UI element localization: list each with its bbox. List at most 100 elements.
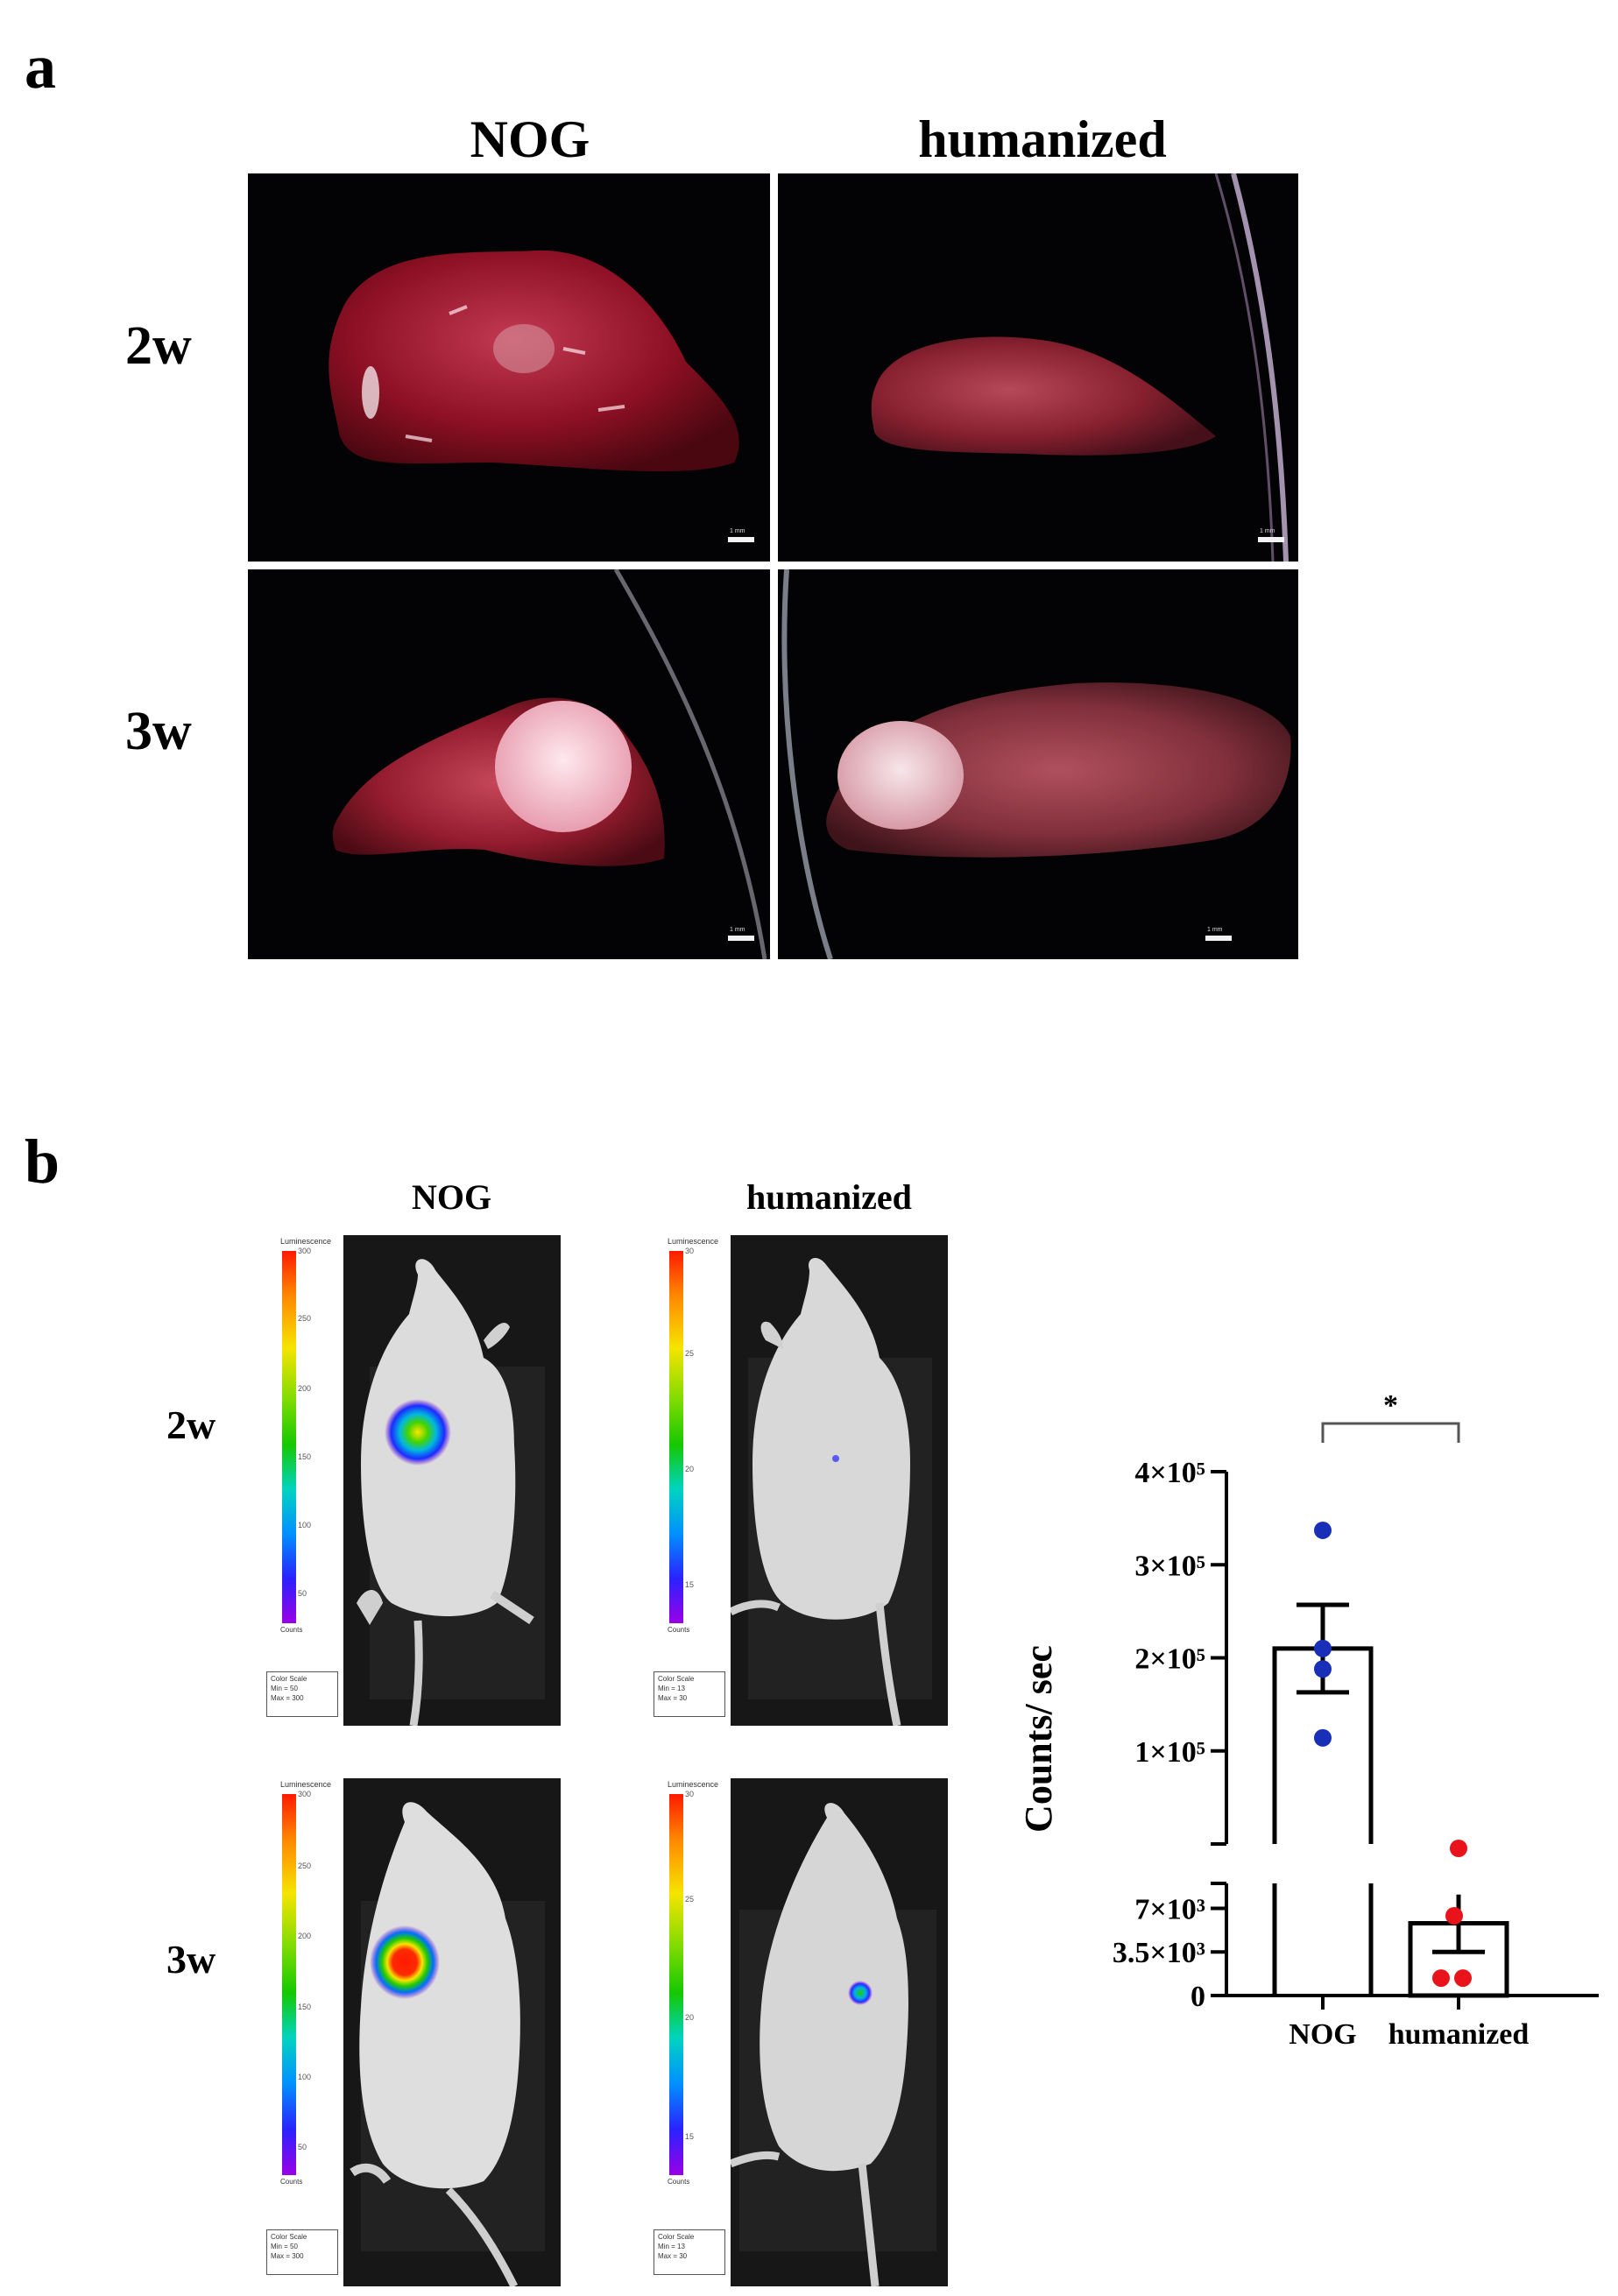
colorbar-tick: 150 <box>298 1452 312 1461</box>
scale-bar-label: 1 mm <box>730 927 745 933</box>
color-scale-min: Min = 13 <box>658 1685 685 1692</box>
y-axis-title: Counts/ sec <box>1017 1645 1060 1833</box>
colorbar-title: Luminescence <box>668 1780 719 1789</box>
y-tick-label: 2×10⁵ <box>1134 1643 1205 1676</box>
panel-b-row-2w: 2w <box>166 1402 216 1447</box>
counts-bar-chart: 1×10⁵ 2×10⁵ 3×10⁵ 4×10⁵ 0 3.5×10³ 7×10³ Counts/… <box>972 1388 1612 2051</box>
colorbar-title: Luminescence <box>280 1780 332 1789</box>
data-point <box>1450 1840 1467 1857</box>
colorbar-title: Luminescence <box>668 1237 719 1246</box>
bli-image-3w-nog <box>343 1778 561 2286</box>
colorbar-gradient <box>669 1794 683 2175</box>
colorbar-tick: 25 <box>685 1349 695 1358</box>
panel-b-col-nog: NOG <box>412 1177 492 1217</box>
data-point <box>1314 1660 1332 1678</box>
colorbar-3w-nog: Luminescence 300 250 200 150 100 50 Coun… <box>263 1778 343 2286</box>
panel-a-col-humanized: humanized <box>918 110 1167 168</box>
bar-lower <box>1272 1883 1374 1996</box>
photo-3w-humanized: 1 mm <box>778 569 1298 959</box>
y-tick-label: 1×10⁵ <box>1134 1736 1205 1769</box>
color-scale-min: Min = 50 <box>271 1685 298 1692</box>
data-point <box>1454 1969 1472 1988</box>
color-scale-min: Min = 50 <box>271 2243 298 2250</box>
color-scale-title: Color Scale <box>271 1675 307 1683</box>
photo-3w-nog: 1 mm <box>248 569 770 959</box>
data-point <box>1314 1639 1332 1657</box>
colorbar-tick: 300 <box>298 1790 312 1798</box>
bli-image-3w-humanized <box>731 1778 948 2286</box>
colorbar-tick: 15 <box>685 1580 695 1589</box>
data-point <box>1445 1906 1463 1925</box>
panel-b-row-3w: 3w <box>166 1937 216 1982</box>
colorbar-tick: 150 <box>298 2003 312 2011</box>
colorbar-2w-nog: Luminescence 300 250 200 150 100 50 Coun… <box>263 1235 343 1726</box>
colorbar-tick: 200 <box>298 1384 312 1393</box>
color-scale-title: Color Scale <box>271 2233 307 2241</box>
panel-a-col-nog: NOG <box>470 110 590 168</box>
photo-2w-humanized: 1 mm <box>778 173 1298 562</box>
scale-bar <box>728 936 754 941</box>
colorbar-tick: 300 <box>298 1247 312 1255</box>
colorbar-gradient <box>282 1251 296 1623</box>
scale-bar <box>1258 537 1284 542</box>
color-scale-box: Color Scale Min = 50 Max = 300 <box>266 1671 338 1717</box>
panel-b-col-humanized: humanized <box>746 1177 912 1217</box>
chart-svg: 1×10⁵ 2×10⁵ 3×10⁵ 4×10⁵ 0 3.5×10³ 7×10³ Counts/… <box>1017 1389 1599 2051</box>
color-scale-box: Color Scale Min = 13 Max = 30 <box>654 1671 725 1717</box>
photo-2w-nog: 1 mm <box>248 173 770 562</box>
colorbar-tick: 250 <box>298 1314 312 1323</box>
colorbar-tick: 200 <box>298 1932 312 1940</box>
bli-image-2w-humanized <box>731 1235 948 1726</box>
bli-image-2w-nog <box>343 1235 561 1726</box>
scale-bar <box>728 537 754 542</box>
x-tick-label: NOG <box>1289 2018 1356 2051</box>
color-scale-min: Min = 13 <box>658 2243 685 2250</box>
panel-a-label: a <box>25 32 56 102</box>
colorbar-tick: 15 <box>685 2132 695 2141</box>
y-tick-label: 3.5×10³ <box>1113 1937 1205 1969</box>
colorbar-counts: Counts <box>280 2178 303 2186</box>
color-scale-max: Max = 300 <box>271 1694 304 1702</box>
colorbar-counts: Counts <box>668 2178 690 2186</box>
scale-bar-label: 1 mm <box>1260 528 1275 534</box>
y-tick-label: 3×10⁵ <box>1134 1550 1205 1582</box>
y-tick-label: 7×10³ <box>1134 1893 1205 1925</box>
data-point <box>1314 1521 1332 1539</box>
color-scale-title: Color Scale <box>658 2233 695 2241</box>
scale-bar-label: 1 mm <box>1207 927 1223 933</box>
data-point <box>1432 1969 1450 1988</box>
colorbar-counts: Counts <box>280 1626 303 1634</box>
colorbar-gradient <box>282 1794 296 2175</box>
colorbar-tick: 20 <box>685 1465 695 1473</box>
x-tick-label: humanized <box>1388 2018 1530 2051</box>
colorbar-tick: 100 <box>298 1521 312 1529</box>
colorbar-tick: 20 <box>685 2013 695 2022</box>
colorbar-3w-humanized: Luminescence 30 25 20 15 Counts Color Sc… <box>650 1778 731 2286</box>
color-scale-max: Max = 30 <box>658 2252 688 2260</box>
scale-bar <box>1205 936 1232 941</box>
y-tick-label: 0 <box>1191 1981 1205 2013</box>
color-scale-max: Max = 300 <box>271 2252 304 2260</box>
colorbar-counts: Counts <box>668 1626 690 1634</box>
colorbar-gradient <box>669 1251 683 1623</box>
colorbar-tick: 50 <box>298 1589 307 1598</box>
colorbar-tick: 30 <box>685 1790 695 1798</box>
color-scale-box: Color Scale Min = 50 Max = 300 <box>266 2229 338 2275</box>
colorbar-tick: 25 <box>685 1895 695 1904</box>
colorbar-tick: 30 <box>685 1247 695 1255</box>
data-point <box>1314 1728 1332 1747</box>
colorbar-tick: 100 <box>298 2073 312 2081</box>
color-scale-max: Max = 30 <box>658 1694 688 1702</box>
significance-star: * <box>1383 1389 1398 1422</box>
colorbar-tick: 50 <box>298 2143 307 2151</box>
panel-a-row-2w: 2w <box>125 316 192 376</box>
colorbar-2w-humanized: Luminescence 30 25 20 15 Counts Color Sc… <box>650 1235 731 1726</box>
panel-b-label: b <box>25 1127 60 1197</box>
color-scale-box: Color Scale Min = 13 Max = 30 <box>654 2229 725 2275</box>
y-tick-label: 4×10⁵ <box>1134 1457 1205 1489</box>
panel-a-row-3w: 3w <box>125 702 192 761</box>
scale-bar-label: 1 mm <box>730 528 745 534</box>
color-scale-title: Color Scale <box>658 1675 695 1683</box>
colorbar-tick: 250 <box>298 1862 312 1870</box>
colorbar-title: Luminescence <box>280 1237 332 1246</box>
